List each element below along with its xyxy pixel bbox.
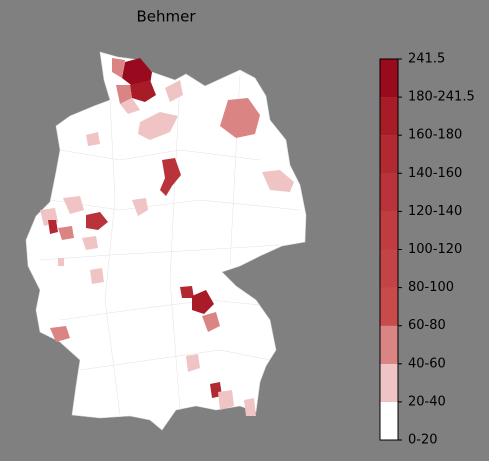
district xyxy=(192,290,214,314)
district xyxy=(122,58,152,88)
district xyxy=(63,196,84,214)
district xyxy=(202,312,220,332)
district xyxy=(165,80,183,102)
colorbar: 0-20 20-40 40-60 60-80 80-100 100-120 120-140 1… xyxy=(379,52,475,448)
colorbar-label: 241.5 xyxy=(408,52,445,67)
colorbar-label: 120-140 xyxy=(408,204,462,219)
district xyxy=(120,98,140,114)
colorbar-segment xyxy=(380,401,398,440)
district xyxy=(82,236,98,250)
district xyxy=(160,158,181,196)
colorbar-segment xyxy=(380,59,398,98)
district xyxy=(130,80,156,102)
district xyxy=(262,170,294,192)
colorbar-label: 40-60 xyxy=(408,356,446,371)
district xyxy=(112,58,125,78)
district xyxy=(90,268,104,284)
district xyxy=(50,326,70,342)
district xyxy=(138,112,178,140)
district xyxy=(58,258,64,266)
colorbar-label: 180-241.5 xyxy=(408,90,475,105)
district xyxy=(244,398,256,416)
colored-districts xyxy=(40,58,294,416)
district xyxy=(220,98,260,138)
colorbar-label: 0-20 xyxy=(408,433,438,448)
colorbar-segment xyxy=(380,211,398,250)
colorbar-segment xyxy=(380,287,398,326)
colorbar-segment xyxy=(380,363,398,402)
district xyxy=(48,220,58,234)
germany-map xyxy=(25,51,307,431)
district xyxy=(58,226,74,240)
district xyxy=(86,132,100,146)
district xyxy=(180,286,194,298)
district xyxy=(218,390,234,410)
district xyxy=(186,354,200,372)
district xyxy=(116,85,132,104)
colorbar-label: 20-40 xyxy=(408,394,446,409)
colorbar-segment xyxy=(380,135,398,174)
district xyxy=(86,212,108,230)
district-borders xyxy=(39,74,301,416)
colorbar-segment xyxy=(380,325,398,364)
colorbar-label: 60-80 xyxy=(408,318,446,333)
colorbar-label: 140-160 xyxy=(408,166,462,181)
colorbar-segment xyxy=(380,97,398,136)
district xyxy=(132,198,148,216)
colorbar-label: 160-180 xyxy=(408,128,462,143)
colorbar-segment xyxy=(380,249,398,288)
colorbar-label: 80-100 xyxy=(408,280,454,295)
map-title: Behmer xyxy=(136,8,196,26)
colorbar-segment xyxy=(380,173,398,212)
colorbar-label: 100-120 xyxy=(408,242,462,257)
